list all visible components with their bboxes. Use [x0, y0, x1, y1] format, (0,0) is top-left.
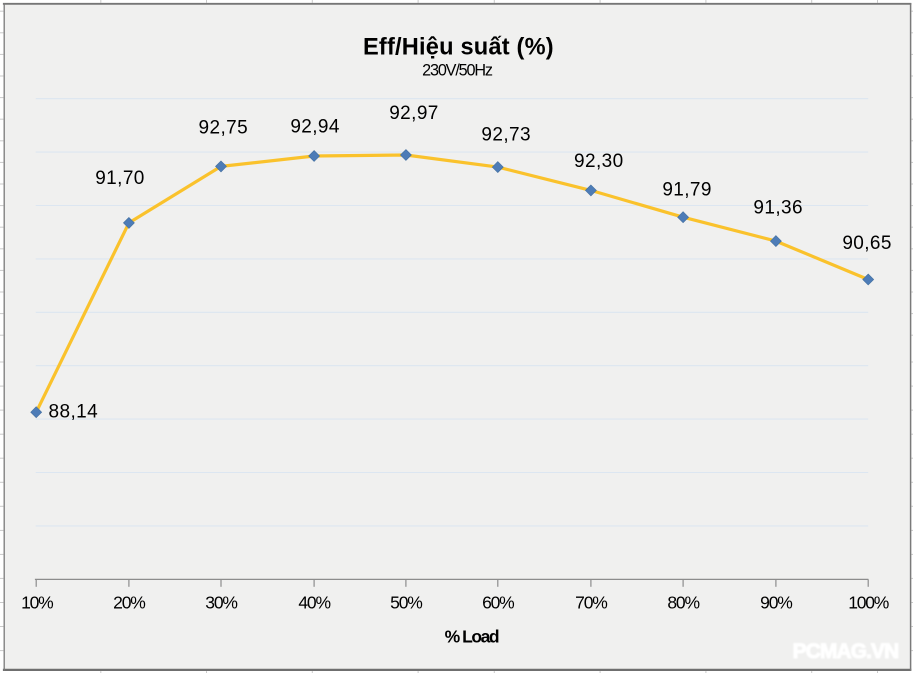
svg-text:92,97: 92,97	[389, 103, 439, 124]
svg-text:10%: 10%	[21, 592, 53, 612]
svg-text:90,65: 90,65	[842, 233, 892, 254]
svg-text:92,94: 92,94	[290, 116, 340, 137]
svg-text:91,36: 91,36	[753, 197, 803, 218]
svg-text:92,75: 92,75	[199, 117, 249, 138]
svg-text:90%: 90%	[760, 592, 792, 612]
svg-text:% Load: % Load	[445, 626, 499, 646]
svg-text:92,73: 92,73	[481, 125, 531, 146]
svg-text:230V/50Hz: 230V/50Hz	[422, 61, 493, 79]
svg-text:40%: 40%	[298, 592, 330, 612]
svg-text:91,79: 91,79	[662, 179, 712, 200]
svg-text:60%: 60%	[482, 592, 514, 612]
svg-text:20%: 20%	[113, 592, 145, 612]
svg-text:91,70: 91,70	[95, 168, 145, 189]
svg-text:30%: 30%	[205, 592, 237, 612]
svg-text:88,14: 88,14	[49, 402, 99, 423]
svg-text:80%: 80%	[667, 592, 699, 612]
svg-text:100%: 100%	[848, 592, 889, 612]
svg-text:PCMAG.VN: PCMAG.VN	[793, 640, 899, 663]
svg-text:92,30: 92,30	[574, 151, 624, 172]
svg-text:Eff/Hiệu suất (%): Eff/Hiệu suất (%)	[363, 35, 554, 61]
svg-text:50%: 50%	[390, 592, 422, 612]
svg-text:70%: 70%	[575, 592, 607, 612]
